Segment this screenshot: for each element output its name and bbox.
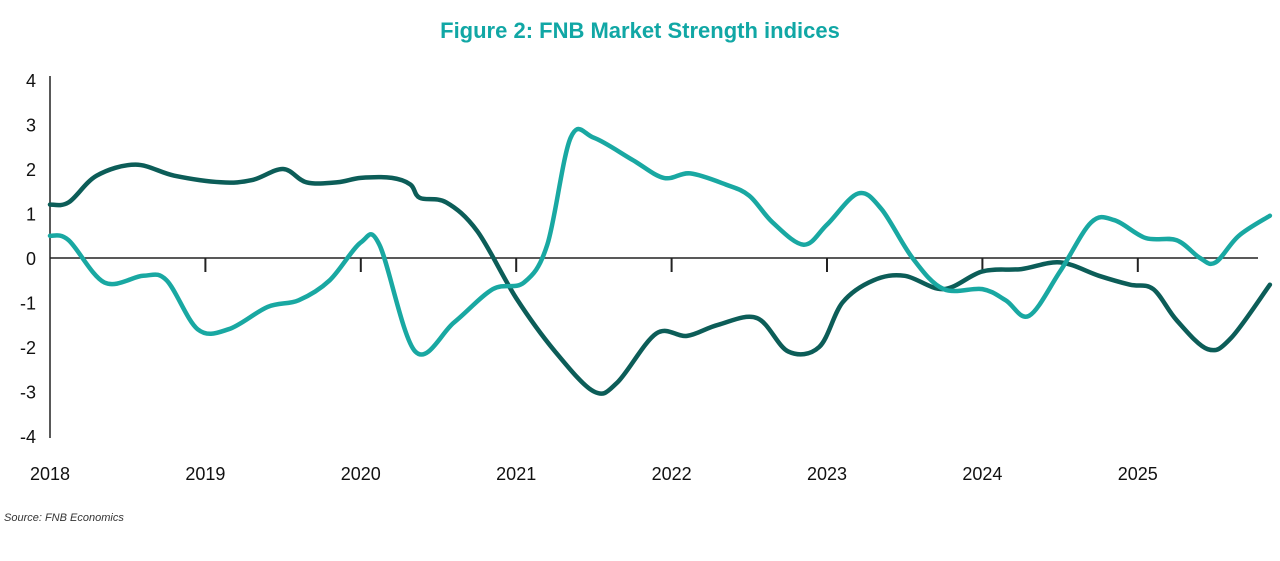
x-tick-label: 2021 [496, 464, 536, 484]
x-tick-label: 2024 [962, 464, 1002, 484]
x-tick-label: 2022 [652, 464, 692, 484]
y-tick-label: -2 [20, 338, 36, 358]
x-tick-label: 2018 [30, 464, 70, 484]
chart-title: Figure 2: FNB Market Strength indices [440, 18, 840, 43]
y-tick-label: -1 [20, 294, 36, 314]
series-lines [47, 126, 1273, 396]
y-tick-label: 2 [26, 160, 36, 180]
series-line-dark [47, 162, 1273, 396]
y-tick-label: -4 [20, 427, 36, 447]
y-tick-label: 0 [26, 249, 36, 269]
source-note: Source: FNB Economics [4, 512, 124, 524]
x-axis: 2018 2019 2020 2021 2022 2023 2024 2025 [30, 257, 1258, 484]
y-tick-label: 1 [26, 205, 36, 225]
x-tick-label: 2019 [185, 464, 225, 484]
y-tick-label: 3 [26, 116, 36, 136]
y-axis: -4 -3 -2 -1 0 1 2 3 4 [20, 71, 51, 447]
y-tick-label: 4 [26, 71, 36, 91]
series-line-light [47, 126, 1273, 357]
x-tick-label: 2025 [1118, 464, 1158, 484]
x-tick-label: 2020 [341, 464, 381, 484]
x-tick-label: 2023 [807, 464, 847, 484]
y-tick-label: -3 [20, 383, 36, 403]
